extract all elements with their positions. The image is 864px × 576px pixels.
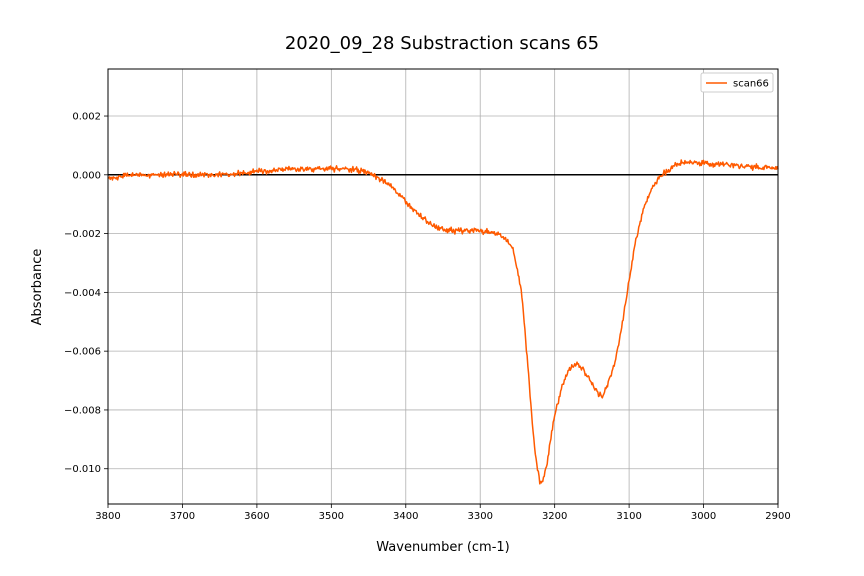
- x-tick-label: 2900: [765, 511, 790, 522]
- x-tick-label: 3700: [170, 511, 195, 522]
- y-tick-label: −0.008: [64, 405, 101, 416]
- x-tick-label: 3000: [691, 511, 716, 522]
- plot-frame: [107, 68, 779, 505]
- series-group: [107, 159, 779, 485]
- chart-title: 2020_09_28 Substraction scans 65: [285, 33, 599, 54]
- x-axis-label: Wavenumber (cm-1): [376, 540, 509, 555]
- y-tick-label: −0.010: [64, 464, 101, 475]
- x-tick-label: 3300: [467, 511, 492, 522]
- series-line-scan66: [107, 159, 779, 485]
- legend: scan66: [700, 72, 774, 93]
- x-axis-ticks: 3800 3700 3600 3500 3400 3300 3200 3100 3000 2900: [95, 504, 791, 522]
- x-tick-label: 3100: [616, 511, 641, 522]
- y-axis-ticks: 0.002 0.000 −0.002 −0.004 −0.006 −0.008 −0.010: [64, 112, 108, 475]
- y-tick-label: 0.002: [72, 112, 101, 123]
- legend-label-scan66: scan66: [733, 79, 769, 90]
- y-tick-label: 0.000: [72, 170, 101, 181]
- y-tick-label: −0.004: [64, 288, 101, 299]
- x-tick-label: 3600: [244, 511, 269, 522]
- legend-box: [700, 72, 774, 93]
- y-tick-label: −0.002: [64, 229, 101, 240]
- x-tick-label: 3200: [542, 511, 567, 522]
- x-tick-label: 3500: [319, 511, 344, 522]
- y-axis-label: Absorbance: [30, 249, 45, 326]
- x-tick-label: 3800: [95, 511, 120, 522]
- y-tick-label: −0.006: [64, 347, 101, 358]
- x-tick-label: 3400: [393, 511, 418, 522]
